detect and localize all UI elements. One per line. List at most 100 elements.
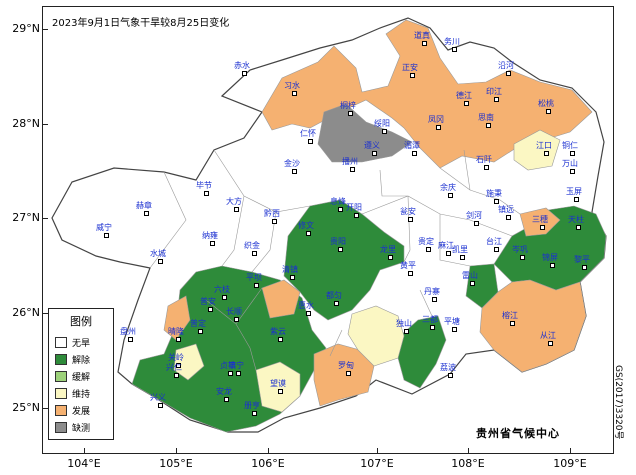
legend: 图例 无旱 解除 缓解 维持 发展 缺测 bbox=[48, 308, 114, 440]
longitude-tick bbox=[570, 448, 571, 454]
legend-item: 无旱 bbox=[55, 335, 90, 349]
city-dot bbox=[210, 241, 215, 246]
city-label: 遵义 bbox=[364, 141, 380, 150]
city-dot bbox=[158, 259, 163, 264]
city-label: 水城 bbox=[150, 249, 166, 258]
city-label: 贵定 bbox=[418, 237, 434, 246]
legend-item: 解除 bbox=[55, 352, 90, 366]
city-dot bbox=[540, 225, 545, 230]
city-label: 余庆 bbox=[440, 183, 456, 192]
legend-item: 维持 bbox=[55, 386, 90, 400]
latitude-tick bbox=[42, 29, 48, 30]
city-dot bbox=[236, 371, 241, 376]
city-label: 桐梓 bbox=[340, 101, 356, 110]
longitude-tick bbox=[84, 448, 85, 454]
city-dot bbox=[242, 71, 247, 76]
region-maintain-northeast bbox=[513, 129, 561, 171]
city-dot bbox=[410, 73, 415, 78]
city-label: 镇宁 bbox=[228, 361, 244, 370]
region-development-north bbox=[261, 19, 593, 169]
city-label: 镇远 bbox=[498, 205, 514, 214]
map-frame bbox=[42, 6, 614, 454]
city-label: 黔西 bbox=[264, 209, 280, 218]
city-label: 大方 bbox=[226, 197, 242, 206]
legend-label: 缺测 bbox=[72, 423, 91, 434]
city-dot bbox=[382, 129, 387, 134]
legend-swatch bbox=[55, 370, 67, 382]
city-dot bbox=[448, 193, 453, 198]
city-label: 兴仁 bbox=[166, 363, 182, 372]
city-dot bbox=[494, 199, 499, 204]
city-label: 台江 bbox=[486, 237, 502, 246]
city-dot bbox=[506, 71, 511, 76]
city-label: 黎平 bbox=[574, 255, 590, 264]
city-label: 金沙 bbox=[284, 159, 300, 168]
city-dot bbox=[338, 247, 343, 252]
city-dot bbox=[234, 317, 239, 322]
city-dot bbox=[224, 397, 229, 402]
city-label: 册亨 bbox=[244, 401, 260, 410]
city-dot bbox=[486, 123, 491, 128]
city-dot bbox=[548, 341, 553, 346]
city-label: 晴隆 bbox=[168, 327, 184, 336]
city-label: 关岭 bbox=[168, 353, 184, 362]
longitude-tick bbox=[377, 448, 378, 454]
latitude-tick bbox=[42, 124, 48, 125]
legend-swatch bbox=[55, 387, 67, 399]
city-dot bbox=[176, 363, 181, 368]
city-label: 望谟 bbox=[270, 379, 286, 388]
city-label: 湄潭 bbox=[404, 141, 420, 150]
city-label: 龙里 bbox=[380, 245, 396, 254]
city-label: 开阳 bbox=[346, 203, 362, 212]
city-dot bbox=[252, 411, 257, 416]
city-dot bbox=[544, 151, 549, 156]
city-label: 印江 bbox=[486, 87, 502, 96]
city-dot bbox=[506, 215, 511, 220]
city-label: 织金 bbox=[244, 241, 260, 250]
city-dot bbox=[346, 371, 351, 376]
legend-swatch bbox=[55, 404, 67, 416]
city-dot bbox=[570, 151, 575, 156]
city-label: 石阡 bbox=[476, 155, 492, 164]
legend-swatch bbox=[55, 353, 67, 365]
city-dot bbox=[570, 169, 575, 174]
city-label: 天柱 bbox=[568, 215, 584, 224]
city-label: 纳雍 bbox=[202, 231, 218, 240]
legend-item: 缓解 bbox=[55, 369, 90, 383]
longitude-label: 107°E bbox=[360, 457, 394, 470]
city-dot bbox=[334, 301, 339, 306]
city-dot bbox=[510, 321, 515, 326]
city-dot bbox=[388, 255, 393, 260]
city-dot bbox=[404, 329, 409, 334]
city-dot bbox=[436, 125, 441, 130]
city-label: 江口 bbox=[536, 141, 552, 150]
city-dot bbox=[426, 247, 431, 252]
city-dot bbox=[494, 247, 499, 252]
latitude-label: 27°N bbox=[12, 211, 40, 224]
city-dot bbox=[520, 255, 525, 260]
city-dot bbox=[470, 281, 475, 286]
city-label: 盘州 bbox=[120, 327, 136, 336]
city-label: 独山 bbox=[396, 319, 412, 328]
city-label: 道真 bbox=[414, 31, 430, 40]
legend-label: 解除 bbox=[72, 355, 91, 366]
latitude-tick bbox=[42, 408, 48, 409]
city-dot bbox=[348, 111, 353, 116]
city-label: 凯里 bbox=[452, 245, 468, 254]
city-dot bbox=[144, 211, 149, 216]
city-label: 榕江 bbox=[502, 311, 518, 320]
city-dot bbox=[484, 165, 489, 170]
city-dot bbox=[290, 275, 295, 280]
city-dot bbox=[408, 271, 413, 276]
city-label: 凤冈 bbox=[428, 115, 444, 124]
city-label: 罗甸 bbox=[338, 361, 354, 370]
city-dot bbox=[430, 325, 435, 330]
latitude-label: 29°N bbox=[12, 22, 40, 35]
city-dot bbox=[278, 337, 283, 342]
city-dot bbox=[412, 151, 417, 156]
city-label: 锦屏 bbox=[542, 253, 558, 262]
city-label: 施秉 bbox=[486, 189, 502, 198]
city-dot bbox=[354, 213, 359, 218]
longitude-label: 109°E bbox=[553, 457, 587, 470]
city-label: 赤水 bbox=[234, 61, 250, 70]
